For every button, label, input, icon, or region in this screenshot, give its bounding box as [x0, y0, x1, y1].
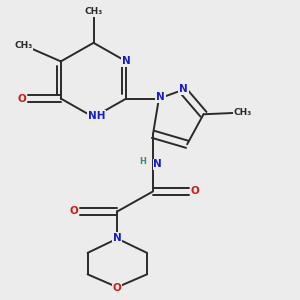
Text: N: N	[113, 233, 122, 243]
Text: N: N	[156, 92, 165, 102]
Text: O: O	[17, 94, 26, 103]
Text: CH₃: CH₃	[15, 41, 33, 50]
Text: O: O	[191, 186, 200, 196]
Text: O: O	[69, 206, 78, 216]
Text: H: H	[139, 157, 146, 166]
Text: NH: NH	[88, 111, 105, 121]
Text: CH₃: CH₃	[84, 7, 103, 16]
Text: N: N	[122, 56, 130, 66]
Text: N: N	[153, 159, 162, 169]
Text: CH₃: CH₃	[234, 108, 252, 117]
Text: O: O	[113, 283, 122, 293]
Text: N: N	[179, 84, 188, 94]
